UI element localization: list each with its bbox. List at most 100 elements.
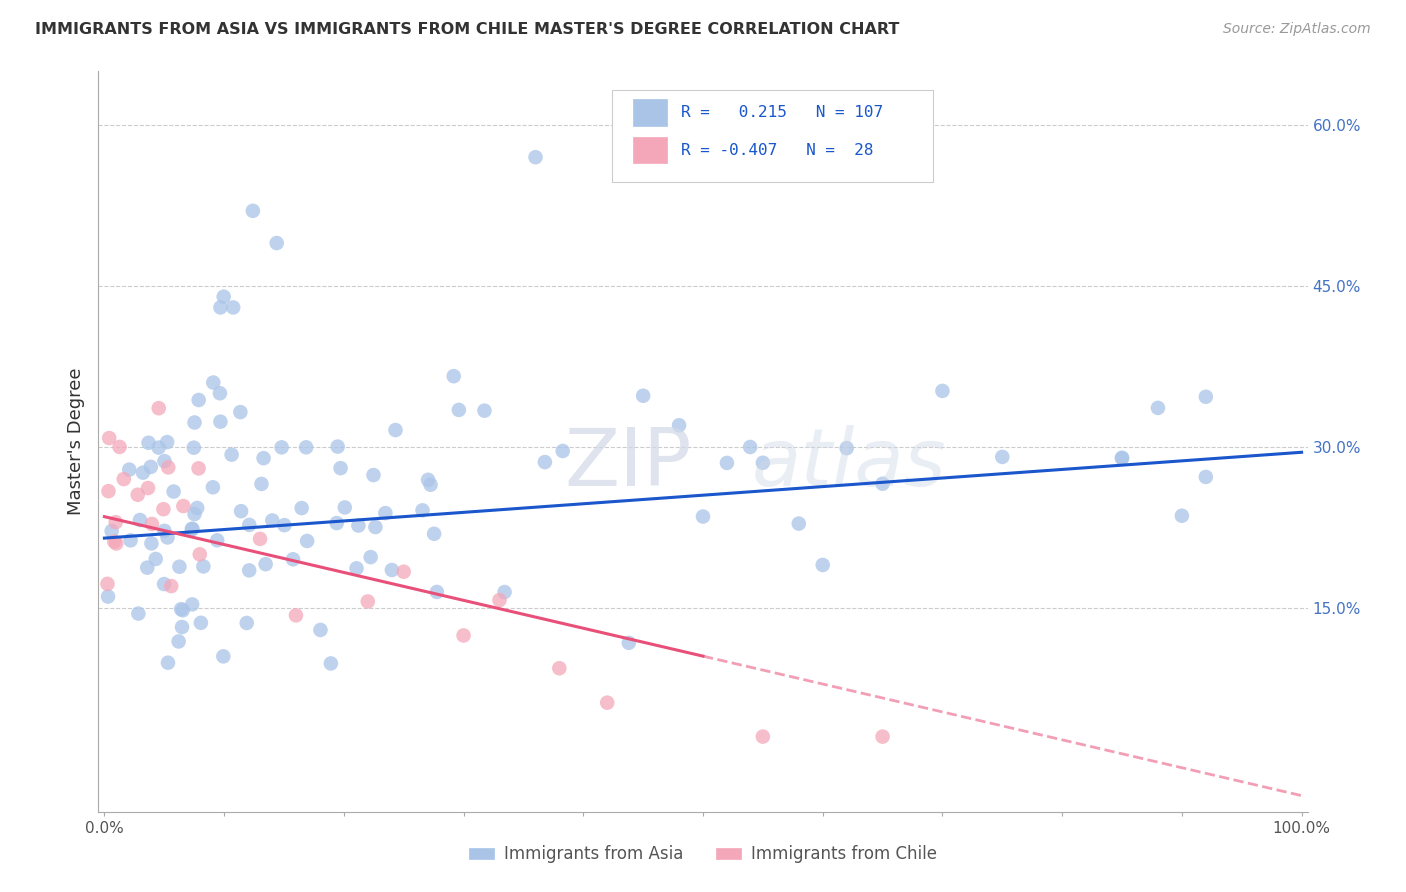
Point [392, 565, 415, 579]
Point [270, 441, 292, 455]
Text: R =   0.215   N = 107: R = 0.215 N = 107 [682, 105, 883, 120]
Point [145, 552, 167, 566]
Point [205, 533, 228, 548]
Point [153, 524, 176, 538]
Point [872, 730, 894, 744]
Point [120, 533, 142, 548]
Point [100, 524, 122, 538]
Point [284, 608, 307, 623]
Point [752, 730, 775, 744]
Point [250, 477, 273, 491]
Legend: Immigrants from Asia, Immigrants from Chile: Immigrants from Asia, Immigrants from Ch… [463, 838, 943, 870]
Point [494, 585, 516, 599]
Point [156, 531, 179, 545]
Point [190, 615, 212, 630]
Point [221, 448, 243, 462]
Point [811, 558, 834, 572]
Text: IMMIGRANTS FROM ASIA VS IMMIGRANTS FROM CHILE MASTER'S DEGREE CORRELATION CHART: IMMIGRANTS FROM ASIA VS IMMIGRANTS FROM … [35, 22, 900, 37]
Point [309, 623, 332, 637]
Point [346, 561, 368, 575]
Point [1111, 451, 1133, 466]
Point [295, 440, 318, 454]
Point [254, 557, 277, 571]
Point [209, 301, 232, 315]
Point [329, 461, 352, 475]
Point [1195, 470, 1218, 484]
Point [347, 518, 370, 533]
Point [157, 460, 180, 475]
Point [187, 392, 209, 407]
Point [167, 634, 190, 648]
Point [138, 435, 160, 450]
Text: ZIP: ZIP [564, 425, 692, 503]
Point [416, 473, 439, 487]
Point [132, 466, 155, 480]
Point [534, 455, 557, 469]
Point [169, 559, 191, 574]
Point [668, 418, 690, 433]
Point [787, 516, 810, 531]
Point [141, 536, 163, 550]
Point [740, 440, 762, 454]
Point [180, 522, 202, 536]
Text: Source: ZipAtlas.com: Source: ZipAtlas.com [1223, 22, 1371, 37]
Point [172, 603, 194, 617]
Point [170, 620, 193, 634]
Point [363, 468, 385, 483]
Point [139, 459, 162, 474]
Point [229, 405, 252, 419]
Point [548, 661, 571, 675]
Point [295, 533, 318, 548]
Point [141, 516, 163, 531]
Point [423, 526, 446, 541]
Point [426, 585, 449, 599]
Point [201, 480, 224, 494]
Point [374, 506, 396, 520]
Point [222, 301, 245, 315]
Point [991, 450, 1014, 464]
Point [252, 451, 274, 466]
Point [447, 403, 470, 417]
Point [419, 477, 441, 491]
Point [212, 649, 235, 664]
Point [148, 441, 170, 455]
Point [160, 579, 183, 593]
Point [172, 499, 194, 513]
Point [381, 563, 404, 577]
Point [153, 577, 176, 591]
Point [412, 503, 434, 517]
Point [364, 520, 387, 534]
Point [631, 389, 654, 403]
Point [209, 415, 232, 429]
Point [183, 441, 205, 455]
Text: atlas: atlas [751, 425, 946, 503]
Point [238, 517, 260, 532]
Point [242, 203, 264, 218]
Point [1171, 508, 1194, 523]
Point [835, 441, 858, 455]
FancyBboxPatch shape [613, 90, 932, 183]
Y-axis label: Master's Degree: Master's Degree [66, 368, 84, 516]
Point [692, 509, 714, 524]
Point [273, 518, 295, 533]
Point [152, 502, 174, 516]
Point [96, 577, 118, 591]
Point [183, 416, 205, 430]
Text: R = -0.407   N =  28: R = -0.407 N = 28 [682, 143, 873, 158]
Point [931, 384, 953, 398]
Point [443, 369, 465, 384]
Point [266, 235, 288, 250]
Point [127, 607, 149, 621]
Point [202, 376, 225, 390]
Point [187, 461, 209, 475]
Point [249, 532, 271, 546]
Point [325, 516, 347, 530]
Point [326, 440, 349, 454]
Point [384, 423, 406, 437]
Point [186, 500, 208, 515]
Point [136, 560, 159, 574]
Point [357, 594, 380, 608]
Point [872, 476, 894, 491]
Point [229, 504, 252, 518]
Point [291, 501, 314, 516]
